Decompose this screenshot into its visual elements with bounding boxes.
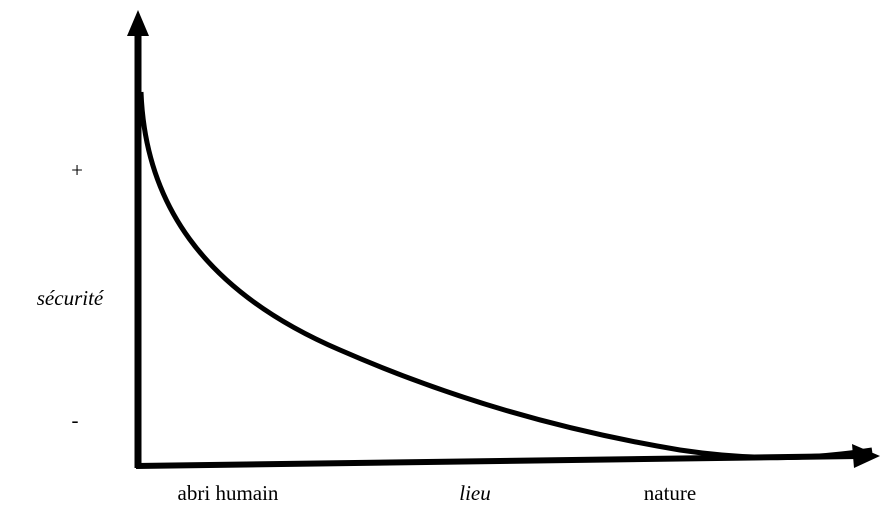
x-left-label: abri humain: [178, 481, 279, 505]
x-right-label: nature: [644, 481, 696, 505]
y-low-label: -: [72, 408, 79, 432]
y-axis-label: sécurité: [37, 286, 105, 310]
x-axis-arrow: [852, 444, 880, 468]
y-high-label: +: [71, 158, 83, 182]
security-curve: [138, 91, 873, 461]
y-axis-arrow: [127, 10, 149, 36]
x-axis-label: lieu: [459, 481, 491, 505]
